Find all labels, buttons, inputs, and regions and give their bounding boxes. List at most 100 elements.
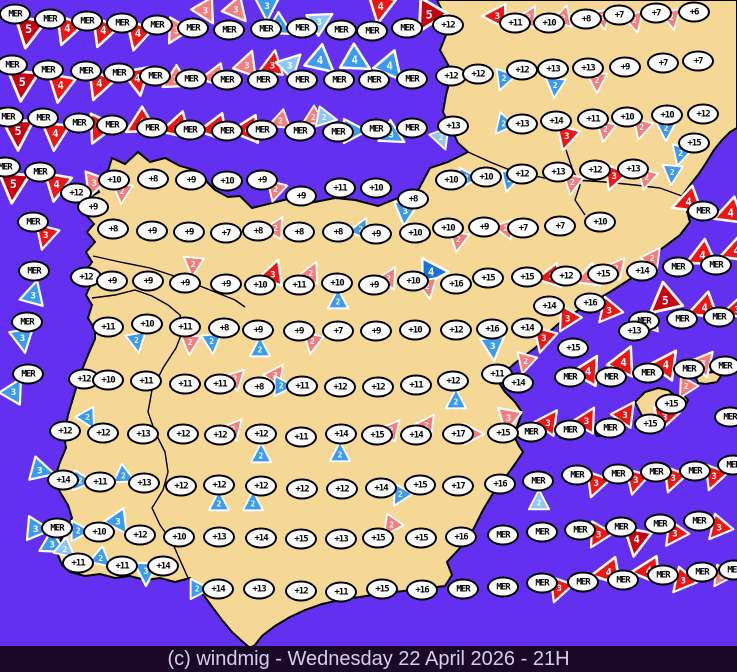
- sea-marker: MER: [322, 121, 354, 143]
- temp-marker: +10: [470, 166, 502, 188]
- temp-marker: +11: [92, 316, 124, 338]
- wind-speed-value: 4: [317, 55, 323, 67]
- temp-marker: +14: [540, 110, 572, 132]
- temp-marker: +11: [62, 552, 94, 574]
- wind-triangle: 3: [190, 0, 215, 25]
- temp-marker: +9: [360, 320, 392, 342]
- sea-marker: MER: [632, 362, 664, 384]
- wind-speed-value: 3: [711, 471, 717, 482]
- wind-speed-value: 4: [96, 78, 102, 90]
- wind-speed-value: 2: [278, 117, 283, 126]
- temp-marker: +12: [437, 370, 469, 392]
- temp-marker: +10: [399, 222, 431, 244]
- wind-triangle: 3: [556, 124, 582, 152]
- sea-marker: MER: [139, 65, 171, 87]
- temp-marker: +12: [326, 478, 358, 500]
- wind-speed-value: 2: [678, 149, 683, 158]
- temp-marker: +12: [245, 423, 277, 445]
- wind-speed-value: 2: [121, 471, 126, 480]
- sea-marker: MER: [247, 69, 279, 91]
- temp-marker: +12: [506, 163, 538, 185]
- temp-marker: +11: [283, 274, 315, 296]
- temp-marker: +10: [211, 170, 243, 192]
- wind-triangle: 3: [558, 304, 583, 333]
- temp-marker: +9: [96, 270, 128, 292]
- temp-marker: +13: [127, 423, 159, 445]
- sea-marker: MER: [211, 120, 243, 142]
- wind-triangle: 2: [392, 482, 414, 507]
- temp-marker: +10: [321, 272, 353, 294]
- temp-marker: +7: [210, 222, 242, 244]
- caption-text: (c) windmig - Wednesday 22 April 2026 - …: [167, 647, 570, 670]
- temp-marker: +10: [131, 313, 163, 335]
- wind-triangle: 2: [189, 577, 212, 601]
- temp-marker: +12: [440, 319, 472, 341]
- temp-marker: +10: [435, 169, 467, 191]
- wind-speed-value: 3: [633, 475, 639, 486]
- temp-marker: +10: [432, 217, 464, 239]
- temp-marker: +12: [324, 376, 356, 398]
- wind-speed-value: 5: [426, 7, 433, 21]
- sea-marker: MER: [666, 308, 698, 330]
- temp-marker: +16: [440, 273, 472, 295]
- wind-speed-value: 2: [523, 357, 528, 366]
- wind-triangle: 3: [231, 49, 257, 78]
- wind-speed-value: 2: [670, 168, 675, 177]
- wind-speed-value: 3: [233, 5, 239, 16]
- temp-marker: +10: [611, 106, 643, 128]
- wind-speed-value: 2: [595, 76, 600, 85]
- temp-marker: +10: [584, 211, 616, 233]
- wind-speed-value: 4: [606, 567, 612, 579]
- wind-speed-value: 3: [30, 290, 36, 301]
- sea-marker: MER: [360, 118, 392, 140]
- temp-marker: +14: [502, 372, 534, 394]
- temp-marker: +8: [397, 188, 429, 210]
- wind-speed-value: 2: [195, 585, 200, 594]
- temp-marker: +6: [678, 1, 710, 23]
- temp-marker: +15: [366, 578, 398, 600]
- wind-speed-value: 2: [217, 499, 222, 508]
- temp-marker: +12: [285, 580, 317, 602]
- sea-marker: MER: [70, 60, 102, 82]
- temp-marker: +10: [360, 177, 392, 199]
- sea-marker: MER: [595, 366, 627, 388]
- sea-marker: MER: [174, 119, 206, 141]
- wind-speed-value: 3: [556, 583, 562, 594]
- temp-marker: +14: [511, 317, 543, 339]
- sea-marker: MER: [71, 10, 103, 32]
- sea-marker: MER: [211, 69, 243, 91]
- sea-marker: MER: [175, 68, 207, 90]
- temp-marker: +13: [618, 320, 650, 342]
- sea-marker: MER: [602, 463, 634, 485]
- sea-marker: MER: [34, 8, 66, 30]
- wind-speed-value: 2: [258, 345, 263, 354]
- temp-marker: +11: [286, 375, 318, 397]
- wind-triangle: 2: [88, 545, 112, 568]
- sea-marker: MER: [683, 510, 715, 532]
- sea-marker: MER: [564, 519, 596, 541]
- sea-marker: MER: [27, 107, 59, 129]
- wind-speed-value: 2: [639, 123, 644, 132]
- sea-marker: MER: [41, 517, 73, 539]
- temp-marker: +9: [173, 221, 205, 243]
- temp-marker: +16: [484, 473, 516, 495]
- wind-speed-value: 2: [134, 336, 139, 345]
- sea-marker: MER: [325, 19, 357, 41]
- wind-speed-value: 2: [600, 13, 605, 22]
- wind-speed-value: 4: [64, 23, 70, 35]
- temp-marker: +13: [243, 578, 275, 600]
- wind-speed-value: 3: [91, 178, 97, 189]
- sea-marker: MER: [356, 20, 388, 42]
- sea-marker: MER: [12, 363, 44, 385]
- wind-speed-value: 3: [244, 60, 250, 71]
- wind-speed-value: 2: [85, 413, 90, 422]
- wind-speed-value: 2: [398, 490, 403, 499]
- sea-marker: MER: [554, 419, 586, 441]
- wind-triangle: 2: [527, 488, 551, 511]
- temp-marker: +9: [468, 216, 500, 238]
- temp-marker: +13: [506, 113, 538, 135]
- sea-marker: MER: [673, 358, 705, 380]
- sea-marker: MER: [561, 464, 593, 486]
- caption-bar: (c) windmig - Wednesday 22 April 2026 - …: [0, 646, 737, 672]
- wind-speed-value: 3: [606, 306, 612, 317]
